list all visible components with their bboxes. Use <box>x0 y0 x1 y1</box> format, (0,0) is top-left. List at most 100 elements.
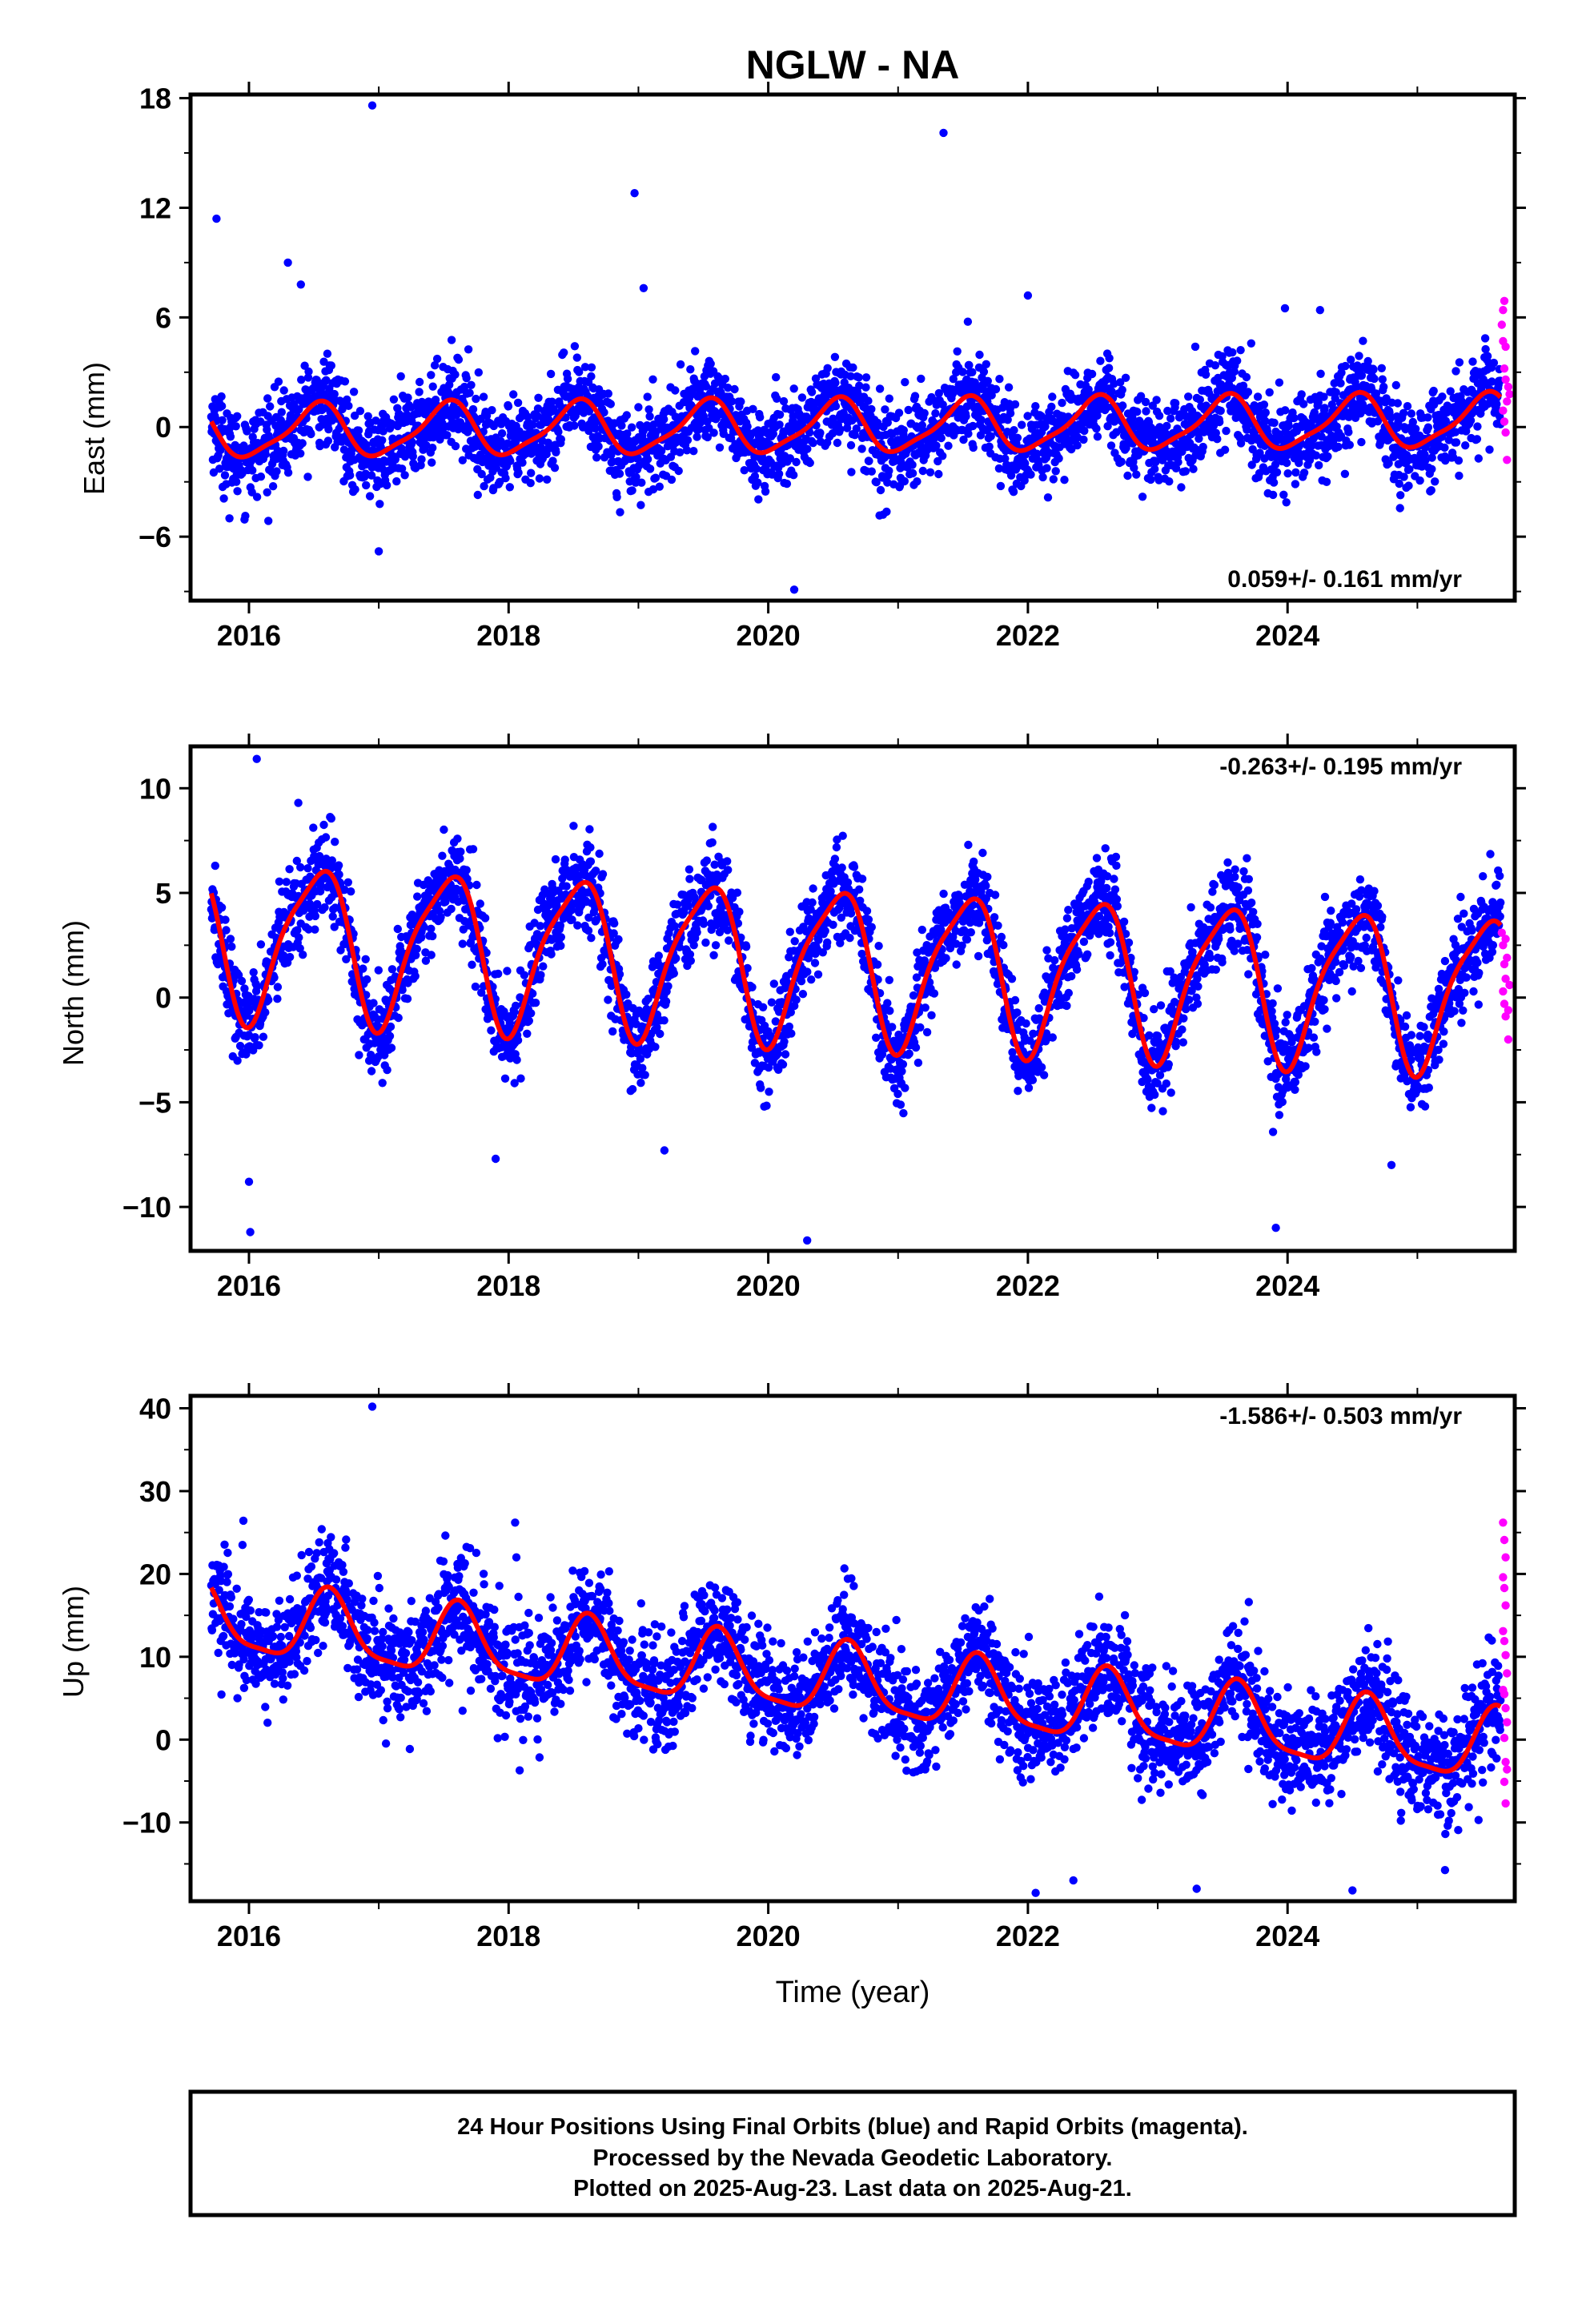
east-outlier-point <box>1280 304 1290 313</box>
east-final-orbit-point <box>1107 387 1116 396</box>
east-final-orbit-point <box>486 473 495 482</box>
north-final-orbit-point <box>313 899 322 909</box>
north-final-orbit-point <box>636 1054 645 1063</box>
east-final-orbit-point <box>809 438 817 448</box>
north-final-orbit-point <box>328 912 337 921</box>
east-final-orbit-point <box>994 464 1004 473</box>
east-final-orbit-point <box>683 436 693 444</box>
east-x-tick-label: 2024 <box>1255 619 1319 652</box>
east-final-orbit-point <box>908 460 917 469</box>
east-final-orbit-point <box>872 478 881 487</box>
north-final-orbit-point <box>471 982 480 991</box>
east-final-orbit-point <box>823 364 832 372</box>
north-final-orbit-point <box>792 995 801 1004</box>
east-final-orbit-point <box>1473 422 1482 431</box>
east-final-orbit-point <box>1070 371 1080 380</box>
east-final-orbit-point <box>1261 408 1271 417</box>
north-final-orbit-point <box>270 973 279 983</box>
north-final-orbit-point <box>279 951 288 960</box>
east-final-orbit-point <box>1344 428 1353 436</box>
east-final-orbit-point <box>428 444 437 452</box>
east-final-orbit-point <box>300 361 309 370</box>
east-final-orbit-point <box>1116 378 1125 387</box>
east-final-orbit-point <box>1128 413 1137 422</box>
north-final-orbit-point <box>264 995 273 1004</box>
north-final-orbit-point <box>604 995 612 1004</box>
east-final-orbit-point <box>1441 416 1451 425</box>
north-final-orbit-point <box>311 925 319 934</box>
north-final-orbit-point <box>398 986 407 995</box>
north-final-orbit-point <box>651 1043 660 1051</box>
east-final-orbit-point <box>1195 395 1205 404</box>
east-final-orbit-point <box>983 376 993 385</box>
east-final-orbit-point <box>272 467 281 476</box>
east-final-orbit-point <box>789 384 798 393</box>
north-final-orbit-point <box>673 900 682 909</box>
east-final-orbit-point <box>451 370 460 379</box>
east-final-orbit-point <box>1123 471 1132 480</box>
east-final-orbit-point <box>937 433 946 443</box>
east-final-orbit-point <box>223 457 233 466</box>
east-final-orbit-point <box>454 355 464 364</box>
east-final-orbit-point <box>392 476 401 486</box>
east-final-orbit-point <box>724 384 733 392</box>
north-final-orbit-point <box>299 951 307 959</box>
east-final-orbit-point <box>526 479 535 488</box>
east-final-orbit-point <box>1154 412 1164 420</box>
north-final-orbit-point <box>547 950 556 959</box>
east-final-orbit-point <box>1047 402 1056 412</box>
north-final-orbit-point <box>295 944 304 953</box>
east-final-orbit-point <box>1268 490 1278 500</box>
north-final-orbit-point <box>524 1016 533 1026</box>
north-final-orbit-point <box>427 951 436 959</box>
east-final-orbit-point <box>833 438 842 448</box>
east-outlier-point <box>374 547 383 556</box>
east-final-orbit-point <box>1444 436 1453 444</box>
east-final-orbit-point <box>938 400 947 409</box>
east-final-orbit-point <box>320 404 329 412</box>
east-final-orbit-point <box>772 372 781 382</box>
north-final-orbit-point <box>771 1017 780 1026</box>
east-final-orbit-point <box>913 477 921 486</box>
east-final-orbit-point <box>775 420 784 429</box>
north-final-orbit-point <box>245 1006 254 1015</box>
north-final-orbit-point <box>572 863 580 872</box>
east-final-orbit-point <box>404 393 412 402</box>
east-outlier-point <box>225 514 234 523</box>
east-rapid-orbit-point <box>1497 320 1507 329</box>
east-y-tick-label: 18 <box>139 82 171 115</box>
north-final-orbit-point <box>638 1063 647 1072</box>
north-final-orbit-point <box>644 995 652 1003</box>
north-final-orbit-point <box>769 979 778 988</box>
east-final-orbit-point <box>408 452 417 461</box>
east-final-orbit-point <box>852 424 861 433</box>
north-final-orbit-point <box>806 905 815 914</box>
north-final-orbit-point <box>684 902 693 911</box>
east-final-orbit-point <box>505 483 514 492</box>
east-final-orbit-point <box>803 444 812 453</box>
north-final-orbit-point <box>568 915 576 924</box>
east-final-orbit-point <box>894 408 904 417</box>
east-final-orbit-point <box>555 400 564 409</box>
east-final-orbit-point <box>1327 400 1337 409</box>
north-final-orbit-point <box>374 966 383 975</box>
east-final-orbit-point <box>324 424 333 434</box>
east-final-orbit-point <box>592 453 601 462</box>
east-final-orbit-point <box>727 397 737 406</box>
east-final-orbit-point <box>969 443 978 452</box>
north-final-orbit-point <box>757 1084 765 1092</box>
east-final-orbit-point <box>1142 407 1150 416</box>
north-final-orbit-point <box>654 951 663 960</box>
north-final-orbit-point <box>500 1007 508 1016</box>
east-x-tick-label: 2016 <box>217 619 281 652</box>
east-final-orbit-point <box>1259 400 1269 409</box>
north-final-orbit-point <box>335 870 343 879</box>
east-final-orbit-point <box>1399 408 1408 417</box>
east-final-orbit-point <box>1341 361 1350 371</box>
east-final-orbit-point <box>351 485 359 494</box>
north-final-orbit-point <box>699 919 709 928</box>
east-final-orbit-point <box>1041 422 1050 431</box>
east-outlier-point <box>283 258 292 267</box>
north-final-orbit-point <box>790 937 799 946</box>
north-final-orbit-point <box>487 1026 496 1035</box>
